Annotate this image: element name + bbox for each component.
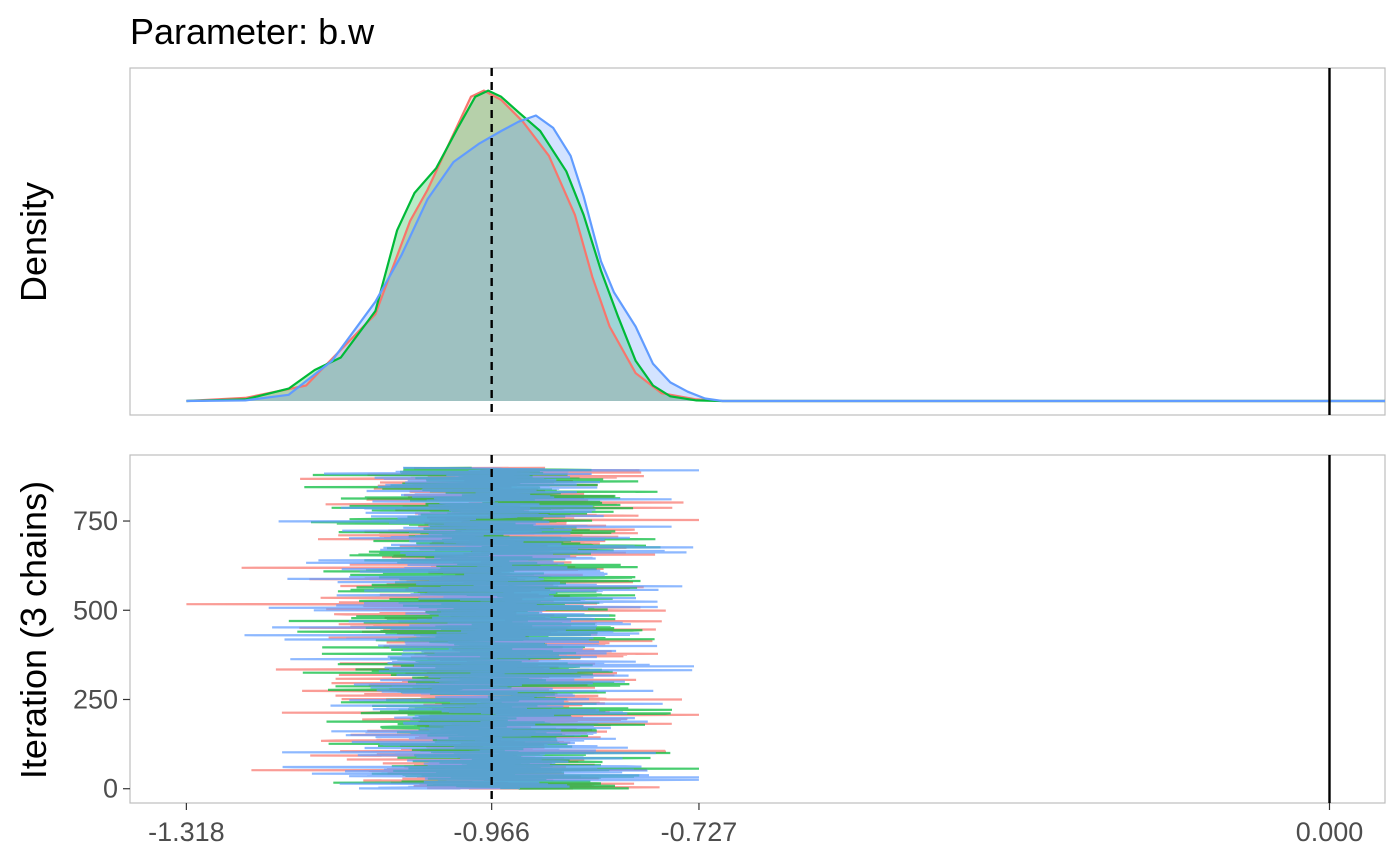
trace-panel: 0 250 500 750 Iteration (3 chains) xyxy=(13,454,1386,804)
y-tick-label-750: 750 xyxy=(73,506,118,536)
y-tick-label-250: 250 xyxy=(73,684,118,714)
density-area-chain-1 xyxy=(186,90,1385,401)
x-tick-1: -1.318 xyxy=(148,803,225,847)
trace-panel-border xyxy=(129,454,1386,804)
density-panel: Density xyxy=(13,67,1386,416)
density-area-chain-2 xyxy=(186,90,1385,401)
x-tick-2: -0.966 xyxy=(453,803,530,847)
y-tick-500: 500 xyxy=(73,595,130,625)
x-tick-3: -0.727 xyxy=(661,803,738,847)
density-line-chain-1 xyxy=(186,89,1385,403)
x-tick-label-3: -0.727 xyxy=(661,817,738,847)
y-tick-250: 250 xyxy=(73,684,130,714)
trace-line-chain-3 xyxy=(244,466,700,790)
density-y-label: Density xyxy=(13,182,54,302)
density-line-chain-2 xyxy=(186,89,1385,403)
y-tick-label-500: 500 xyxy=(73,595,118,625)
density-panel-border xyxy=(129,67,1386,416)
x-tick-label-4: 0.000 xyxy=(1296,817,1364,847)
x-tick-label-2: -0.966 xyxy=(453,817,530,847)
y-tick-label-0: 0 xyxy=(103,774,118,804)
y-tick-750: 750 xyxy=(73,506,130,536)
y-tick-0: 0 xyxy=(103,774,130,804)
density-series-group xyxy=(186,89,1385,403)
trace-y-ticks: 0 250 500 750 xyxy=(73,506,130,804)
trace-series-group xyxy=(186,466,700,790)
x-axis-ticks: -1.318 -0.966 -0.727 0.000 xyxy=(148,803,1363,847)
x-tick-4: 0.000 xyxy=(1296,803,1364,847)
trace-y-label: Iteration (3 chains) xyxy=(13,481,54,779)
density-area-chain-3 xyxy=(186,115,1385,401)
density-line-chain-3 xyxy=(186,114,1385,403)
chart-title: Parameter: b.w xyxy=(130,11,375,52)
x-tick-label-1: -1.318 xyxy=(148,817,225,847)
